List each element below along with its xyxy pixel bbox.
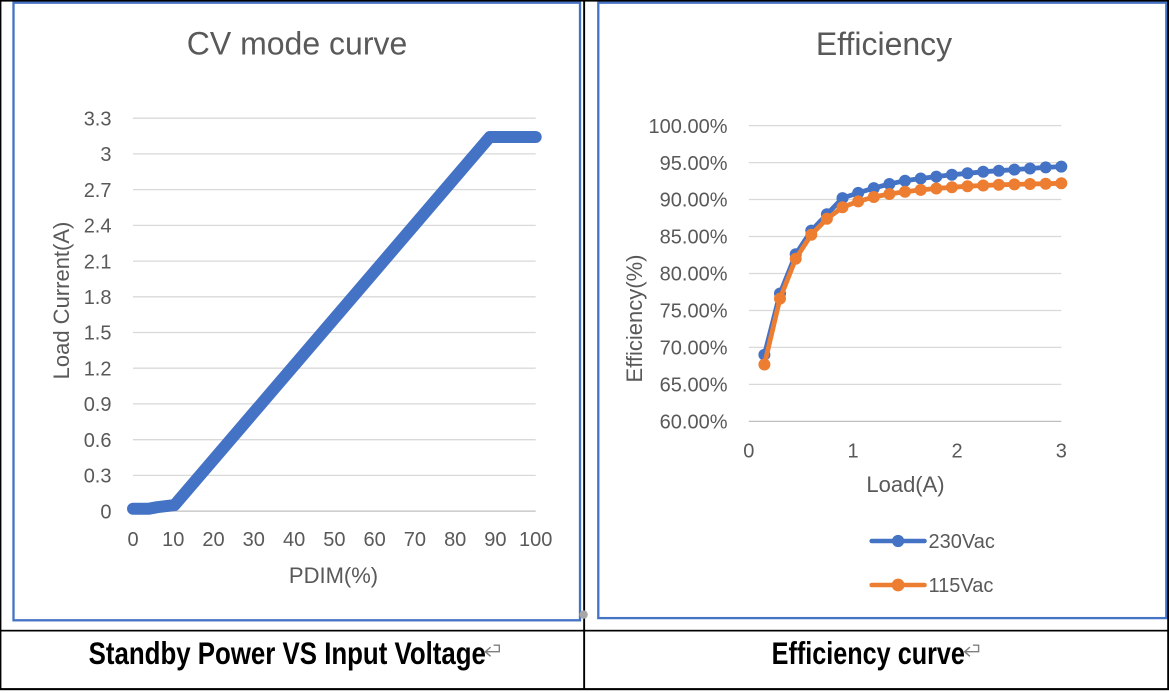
svg-text:CV mode curve: CV mode curve (187, 26, 408, 62)
svg-text:0: 0 (743, 440, 754, 462)
svg-text:1: 1 (847, 440, 858, 462)
svg-text:115Vac: 115Vac (929, 575, 994, 597)
svg-text:230Vac: 230Vac (929, 531, 995, 553)
svg-text:2.1: 2.1 (84, 251, 112, 273)
svg-text:1.8: 1.8 (84, 287, 112, 309)
svg-text:30: 30 (243, 529, 265, 551)
svg-text:2: 2 (952, 440, 963, 462)
svg-text:0: 0 (127, 529, 138, 551)
svg-text:Efficiency: Efficiency (816, 26, 952, 62)
svg-text:PDIM(%): PDIM(%) (289, 563, 378, 588)
svg-text:Efficiency(%): Efficiency(%) (622, 255, 647, 383)
svg-text:Load(A): Load(A) (866, 472, 944, 497)
svg-text:90: 90 (484, 529, 506, 551)
svg-text:60: 60 (363, 529, 385, 551)
svg-text:70.00%: 70.00% (660, 338, 728, 360)
svg-text:2.4: 2.4 (84, 216, 112, 238)
svg-text:40: 40 (283, 529, 305, 551)
svg-text:65.00%: 65.00% (660, 375, 728, 397)
svg-text:Efficiency curve: Efficiency curve (772, 636, 965, 671)
svg-text:80.00%: 80.00% (660, 264, 728, 286)
svg-text:10: 10 (162, 529, 184, 551)
svg-text:1.5: 1.5 (84, 323, 112, 345)
svg-text:60.00%: 60.00% (660, 412, 728, 434)
svg-text:80: 80 (444, 529, 466, 551)
svg-text:75.00%: 75.00% (660, 301, 728, 323)
svg-text:100: 100 (519, 529, 552, 551)
svg-text:1.2: 1.2 (84, 358, 112, 380)
svg-text:0: 0 (100, 501, 111, 523)
svg-text:85.00%: 85.00% (660, 227, 728, 249)
svg-text:50: 50 (323, 529, 345, 551)
svg-text:2.7: 2.7 (84, 180, 112, 202)
svg-text:0.9: 0.9 (84, 394, 112, 416)
svg-text:0.6: 0.6 (84, 430, 112, 452)
svg-text:3: 3 (1056, 440, 1067, 462)
svg-text:3: 3 (100, 144, 111, 166)
svg-text:Standby Power VS Input Voltage: Standby Power VS Input Voltage (89, 636, 486, 671)
svg-text:95.00%: 95.00% (660, 153, 728, 175)
svg-text:0.3: 0.3 (84, 466, 112, 488)
svg-text:Load Current(A): Load Current(A) (49, 222, 74, 380)
svg-text:20: 20 (202, 529, 224, 551)
svg-text:3.3: 3.3 (84, 108, 112, 130)
svg-text:100.00%: 100.00% (649, 116, 728, 138)
svg-text:90.00%: 90.00% (660, 190, 728, 212)
svg-text:70: 70 (404, 529, 426, 551)
